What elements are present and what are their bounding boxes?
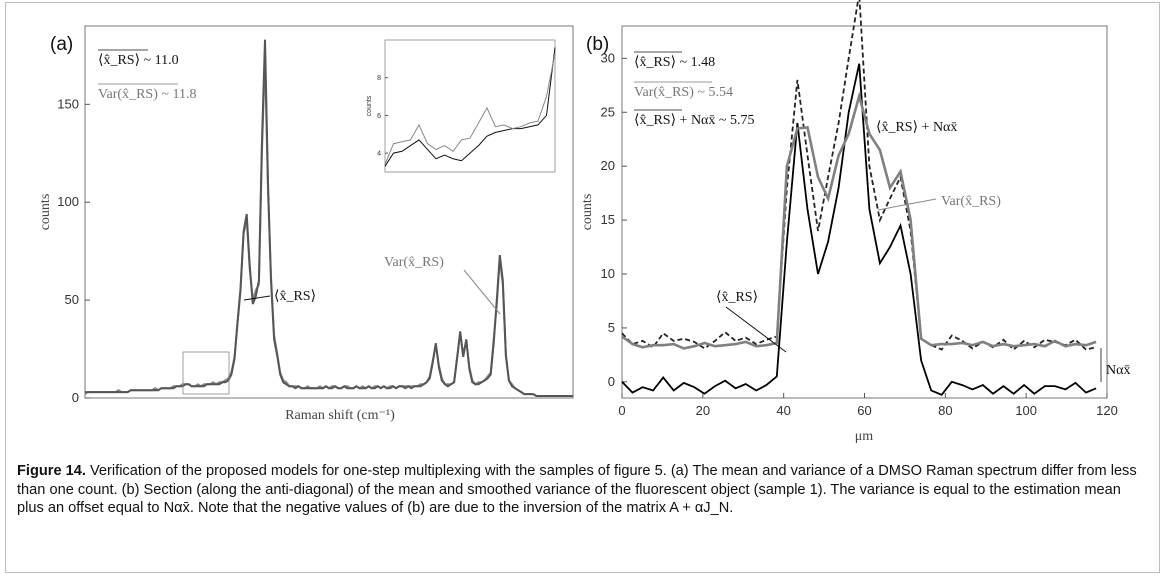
inset-lines (384, 47, 556, 167)
figure-caption: Figure 14. Verification of the proposed … (17, 462, 1147, 518)
panel-b-ytick-label: 20 (601, 158, 615, 173)
panel-b-series-line (621, 91, 1097, 350)
panel-a-yticks: 0 50 100 150 (57, 96, 90, 405)
inset-yticks: 4 6 8 (377, 75, 388, 158)
inset-series-line (384, 47, 556, 167)
panel-a-inset: 4 6 8 counts (366, 39, 556, 173)
inset-ytick-label: 4 (377, 151, 381, 158)
panel-b-var-curve-label: Var(x̂_RS) (941, 194, 1001, 209)
inset-ytick-label: 6 (377, 113, 381, 120)
panel-b-xtick-label: 40 (776, 403, 790, 418)
panel-b-var-value: Var(x̂_RS) ~ 5.54 (634, 85, 733, 100)
panel-a-ylabel: counts (38, 194, 53, 231)
panel-b-series-line (621, 63, 1097, 396)
inset-series-line (384, 53, 556, 165)
panel-b-ytick-label: 0 (608, 374, 615, 389)
panel-b-var-pointer (877, 198, 937, 211)
panel-a-lines (84, 39, 573, 397)
panel-b-ytick-label: 30 (601, 50, 615, 65)
panel-b-mean-pointer (725, 306, 787, 353)
panel-a-var-pointer (463, 269, 501, 315)
panel-a-ytick-label: 150 (57, 96, 79, 111)
panel-b-yticks: 0 5 10 15 20 25 30 (601, 50, 627, 389)
panel-b-ytick-label: 15 (601, 212, 615, 227)
panel-a-var-value: Var(x̂_RS) ~ 11.8 (98, 87, 196, 102)
panel-b-bracket-label: Nαx̄ (1106, 363, 1130, 378)
panel-b-xticks: 0 20 40 60 80 100 120 (618, 393, 1118, 418)
caption-label: Figure 14. (17, 463, 86, 479)
figure-frame (5, 2, 1160, 573)
panel-a-ytick-label: 0 (72, 390, 79, 405)
panel-b-label: (b) (586, 34, 609, 55)
inset-ytick-label: 8 (377, 75, 381, 82)
panel-b-xlabel: μm (855, 429, 874, 444)
panel-b-ytick-label: 10 (601, 266, 615, 281)
panel-b: 0 5 10 15 20 25 30 0 20 40 60 80 100 120 (b) μm coun… (580, 0, 1130, 444)
panel-a-var-curve-label: Var(x̂_RS) (384, 255, 444, 270)
panel-b-mean-curve-label: ⟨x̂_RS⟩ (716, 290, 758, 305)
panel-b-ytick-label: 25 (601, 104, 615, 119)
panel-b-offset-curve-label: ⟨x̂_RS⟩ + Nαx̄ (876, 120, 957, 135)
panel-a-series-line (85, 39, 573, 397)
panel-b-ytick-label: 5 (608, 320, 615, 335)
panel-a-mean-curve-label: ⟨x̂_RS⟩ (274, 289, 316, 304)
panel-b-ylabel: counts (580, 194, 595, 231)
panel-b-xtick-label: 80 (938, 403, 952, 418)
panel-a-mean-value: ⟨x̂_RS⟩ ~ 11.0 (98, 53, 179, 68)
panel-a-ytick-label: 100 (57, 194, 79, 209)
panel-a-label: (a) (50, 34, 73, 55)
panel-a-mean-pointer (243, 295, 271, 301)
inset-ylabel: counts (366, 95, 373, 116)
panel-b-lines (621, 0, 1097, 396)
panel-b-offset-value: ⟨x̂_RS⟩ + Nαx̄ ~ 5.75 (634, 113, 754, 128)
panel-b-xtick-label: 100 (1015, 403, 1037, 418)
panel-a-zoom-box (182, 351, 230, 395)
caption-text: Verification of the proposed models for … (17, 463, 1137, 516)
panel-a-ytick-label: 50 (65, 292, 79, 307)
panel-b-xtick-label: 60 (857, 403, 871, 418)
inset-axes-box (384, 39, 556, 173)
panel-b-xtick-label: 120 (1096, 403, 1118, 418)
panel-a-xlabel: Raman shift (cm⁻¹) (285, 408, 395, 423)
panel-b-xtick-label: 0 (618, 403, 625, 418)
panel-b-mean-value: ⟨x̂_RS⟩ ~ 1.48 (634, 55, 715, 70)
panel-b-xtick-label: 20 (696, 403, 710, 418)
